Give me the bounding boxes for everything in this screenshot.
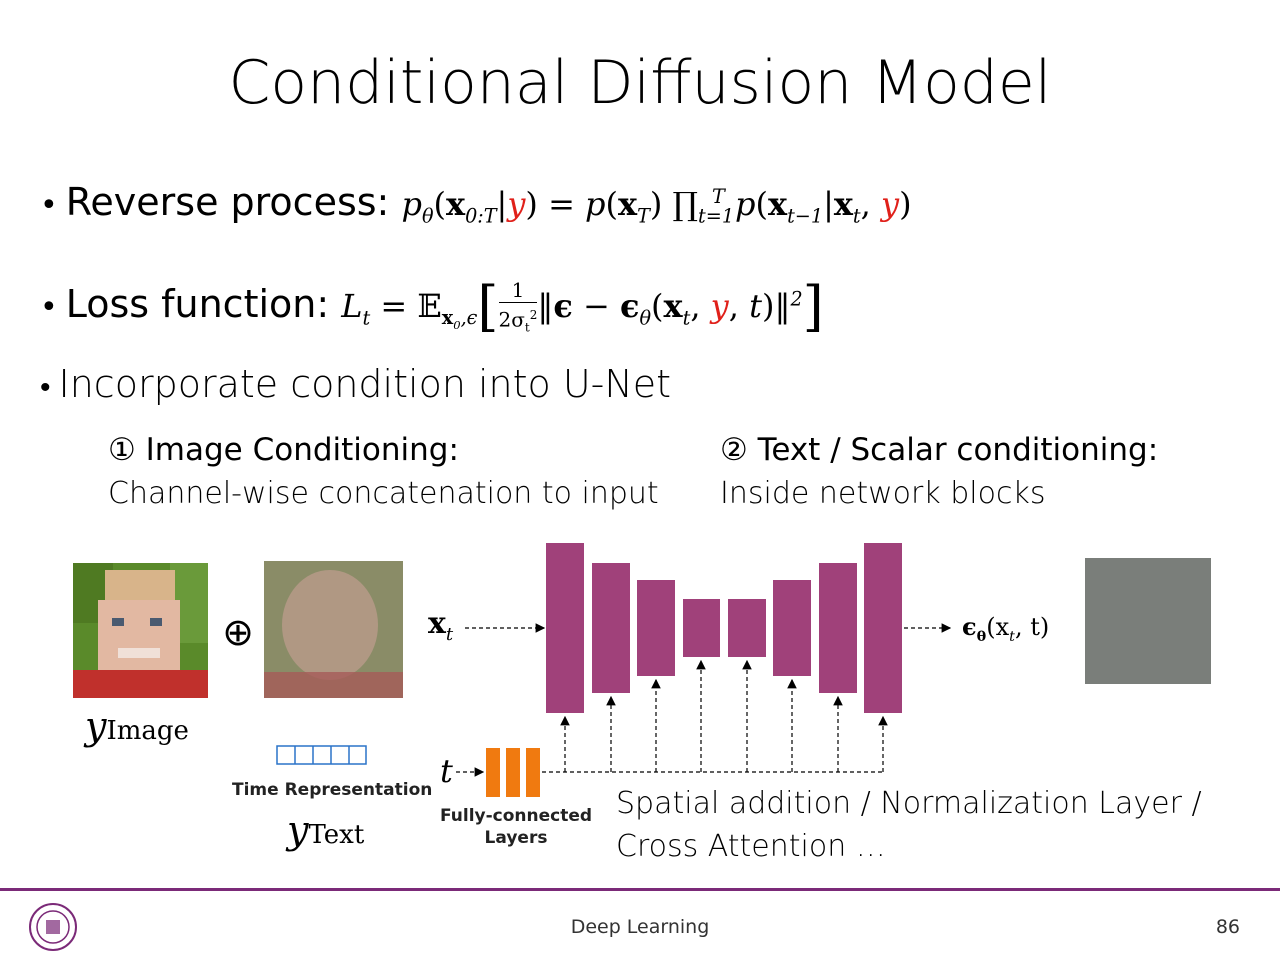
time-embedding-lines	[456, 659, 888, 777]
footer-divider	[0, 888, 1280, 891]
epsilon-output-label: ϵθ(xt, t)	[962, 612, 1050, 645]
image-conditioning-subtitle: Channel-wise concatenation to input	[108, 476, 659, 511]
text-conditioning-subtitle: Inside network blocks	[720, 476, 1046, 511]
footer-page-number: 86	[1215, 916, 1240, 938]
fc-layers	[486, 748, 540, 797]
text-conditioning-title: ② Text / Scalar conditioning:	[720, 432, 1159, 468]
time-representation-boxes	[276, 745, 367, 765]
x-t-label: xt	[428, 606, 454, 645]
unet-block-8	[864, 543, 902, 713]
unet-block-5	[728, 599, 766, 657]
reverse-process-equation: pθ(x0:T|y) = p(xT) ∏t=1T p(xt−1|xt, y)	[401, 185, 912, 228]
loss-function-label: Loss function:	[65, 282, 330, 326]
bullet-incorporate: • Incorporate condition into U-Net	[40, 362, 672, 406]
unet-block-2	[592, 563, 630, 693]
reverse-process-label: Reverse process:	[65, 180, 390, 224]
y-text-label: yText	[287, 808, 365, 852]
footer-course: Deep Learning	[570, 916, 710, 938]
time-representation-label: Time Representation	[232, 780, 433, 800]
t-symbol: t	[440, 752, 453, 790]
unet-block-1	[546, 543, 584, 713]
loss-function-equation: Lt = 𝔼x0,ϵ[1 2σt2 ‖ϵ − ϵθ(xt, y, t)‖2]	[341, 275, 824, 338]
unet-block-3	[637, 580, 675, 676]
slide-title: Conditional Diffusion Model	[228, 48, 1052, 118]
image-conditioning-title: ① Image Conditioning:	[108, 432, 459, 468]
oplus-symbol: ⊕	[222, 610, 254, 654]
noisy-image	[264, 561, 403, 698]
output-noise-image	[1085, 558, 1211, 684]
bullet-reverse-process: • Reverse process: pθ(x0:T|y) = p(xT) ∏t=…	[40, 180, 912, 228]
spatial-addition-text-line2: Cross Attention …	[616, 829, 886, 864]
unet-block-6	[773, 580, 811, 676]
spatial-addition-text-line1: Spatial addition / Normalization Layer /	[616, 786, 1202, 821]
conditioning-image	[73, 563, 208, 698]
university-logo	[28, 902, 78, 952]
unet	[546, 543, 902, 713]
unet-block-4	[683, 599, 720, 657]
bullet-loss-function: • Loss function: Lt = 𝔼x0,ϵ[1 2σt2 ‖ϵ − ϵθ(…	[40, 275, 824, 338]
y-image-label: yImage	[85, 704, 189, 748]
fc-layers-label: Fully-connected Layers	[440, 806, 593, 848]
incorporate-text: Incorporate condition into U-Net	[58, 362, 672, 406]
conditioning-diagram: ⊕	[73, 543, 1211, 797]
unet-block-7	[819, 563, 857, 693]
